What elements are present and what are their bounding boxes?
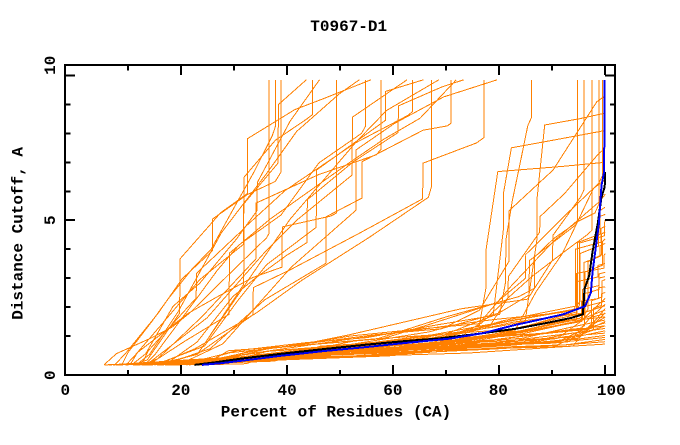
x-tick-label: 80 bbox=[489, 382, 508, 400]
model-curve bbox=[121, 79, 276, 366]
plot-frame bbox=[64, 64, 617, 377]
model-curve bbox=[132, 79, 372, 366]
chart-title: T0967-D1 bbox=[310, 18, 387, 36]
x-tick-labels: 0 20 40 60 80 100 bbox=[60, 382, 625, 400]
model-curve bbox=[114, 79, 282, 366]
model-curve bbox=[143, 79, 367, 366]
model-curve bbox=[150, 319, 606, 366]
model-curve bbox=[175, 79, 579, 366]
model-curve bbox=[156, 95, 606, 366]
highlight-curve-blue bbox=[201, 80, 606, 366]
x-tick-label: 0 bbox=[60, 382, 70, 400]
x-tick-label: 60 bbox=[383, 382, 402, 400]
model-curve bbox=[160, 334, 606, 366]
model-curve bbox=[178, 79, 498, 366]
model-curve bbox=[157, 79, 485, 366]
model-curve bbox=[141, 79, 314, 366]
model-curve bbox=[129, 79, 337, 366]
x-tick-label: 100 bbox=[597, 382, 626, 400]
curves-layer bbox=[103, 79, 607, 366]
x-tick-label: 20 bbox=[171, 382, 190, 400]
x-axis-label: Percent of Residues (CA) bbox=[221, 404, 451, 422]
model-curve bbox=[135, 79, 360, 366]
x-tick-label: 40 bbox=[277, 382, 296, 400]
model-curve bbox=[125, 300, 606, 366]
model-curve bbox=[125, 79, 307, 366]
y-tick-label: 0 bbox=[42, 370, 60, 380]
y-tick-label: 5 bbox=[42, 215, 60, 225]
model-curve bbox=[148, 79, 457, 366]
model-curve bbox=[162, 79, 452, 366]
model-curve bbox=[154, 79, 424, 366]
model-curve bbox=[164, 79, 464, 366]
model-curve bbox=[199, 79, 604, 366]
model-curve bbox=[103, 79, 270, 366]
highlight-curve-black bbox=[194, 171, 607, 366]
model-curve bbox=[203, 79, 600, 366]
y-axis-label: Distance Cutoff, A bbox=[10, 147, 28, 320]
model-curve bbox=[131, 79, 320, 366]
model-curve bbox=[146, 79, 408, 366]
y-tick-labels: 0 5 10 bbox=[42, 56, 60, 380]
y-tick-label: 10 bbox=[42, 56, 60, 75]
